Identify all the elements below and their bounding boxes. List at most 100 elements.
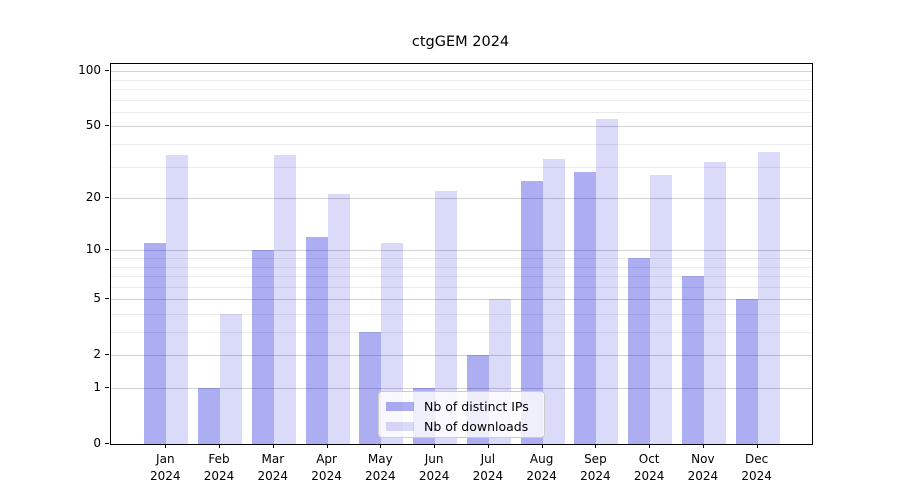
bar-downloads-oct (650, 174, 673, 444)
major-gridline (111, 388, 812, 389)
y-tick-label: 100 (78, 63, 101, 78)
x-tick-mark (487, 444, 489, 448)
y-tick-mark (105, 125, 109, 127)
x-tick-label: Jan 2024 (135, 451, 195, 484)
bar-distinct-ips-aug (520, 180, 543, 444)
x-tick-label: Apr 2024 (297, 451, 357, 484)
x-tick-label: Sep 2024 (565, 451, 625, 484)
y-tick-label: 5 (93, 291, 101, 306)
x-tick-month: Oct (638, 452, 660, 466)
x-tick-year: 2024 (257, 468, 289, 483)
major-gridline (111, 355, 812, 357)
minor-gridline (111, 144, 812, 146)
x-tick-year: 2024 (472, 468, 504, 483)
x-tick-month: Jun (424, 452, 444, 466)
x-tick-year: 2024 (633, 468, 665, 483)
x-tick-month: Apr (316, 452, 337, 466)
minor-gridline (111, 276, 812, 278)
bar-distinct-ips-jan (144, 243, 167, 444)
x-tick-month: Nov (691, 452, 715, 466)
bar-downloads-aug (542, 159, 565, 444)
bar-downloads-apr (327, 194, 350, 444)
bar-downloads-jun (435, 190, 458, 444)
minor-gridline (111, 332, 812, 334)
legend-item-downloads: Nb of downloads (386, 417, 544, 435)
bar-downloads-jan (166, 154, 189, 444)
x-tick-label: Oct 2024 (619, 451, 679, 484)
x-tick-year: 2024 (150, 468, 181, 483)
legend-swatch-distinct-ips (386, 401, 414, 411)
legend-label-downloads: Nb of downloads (424, 418, 529, 434)
y-tick-mark (105, 249, 109, 251)
y-tick-label: 1 (93, 380, 101, 394)
bar-distinct-ips-dec (735, 299, 758, 444)
bar-distinct-ips-apr (305, 236, 328, 444)
bar-distinct-ips-sep (574, 172, 597, 444)
x-tick-mark (380, 444, 382, 448)
y-tick-mark (105, 197, 109, 199)
legend-item-distinct-ips: Nb of distinct IPs (386, 397, 544, 415)
y-tick-label: 2 (93, 347, 101, 362)
y-tick-label: 0 (93, 436, 101, 450)
y-tick-label: 20 (85, 190, 101, 205)
x-tick-label: May 2024 (350, 451, 410, 484)
x-tick-year: 2024 (687, 468, 719, 483)
x-tick-month: Jul (480, 452, 496, 466)
x-tick-label: Mar 2024 (243, 451, 303, 484)
minor-gridline (111, 266, 812, 268)
x-tick-month: Sep (584, 452, 607, 466)
major-gridline (111, 71, 812, 73)
bar-downloads-sep (596, 118, 619, 444)
x-tick-year: 2024 (365, 468, 396, 483)
bar-downloads-nov (703, 161, 726, 444)
x-tick-year: 2024 (311, 468, 342, 483)
x-tick-mark (541, 444, 543, 448)
bar-distinct-ips-mar (251, 250, 274, 444)
bar-distinct-ips-oct (628, 258, 651, 444)
plot-area (110, 63, 813, 445)
minor-gridline (111, 286, 812, 288)
x-tick-year: 2024 (418, 468, 450, 483)
y-tick-mark (105, 443, 109, 444)
y-tick-mark (105, 70, 109, 72)
x-tick-mark (219, 444, 221, 448)
x-tick-month: Aug (529, 452, 554, 466)
x-tick-mark (272, 444, 274, 448)
x-tick-year: 2024 (580, 468, 611, 483)
x-tick-mark (702, 444, 704, 448)
y-tick-mark (105, 298, 109, 300)
y-tick-mark (105, 387, 109, 388)
major-gridline (111, 299, 812, 301)
bar-distinct-ips-may (359, 332, 382, 444)
bar-distinct-ips-feb (198, 388, 221, 444)
x-tick-year: 2024 (741, 468, 772, 483)
major-gridline (111, 126, 812, 128)
major-gridline (111, 250, 812, 252)
legend-label-distinct-ips: Nb of distinct IPs (424, 398, 529, 414)
chart-title: ctgGEM 2024 (411, 34, 510, 50)
x-tick-month: Dec (745, 452, 769, 466)
y-tick-label: 50 (85, 118, 101, 133)
x-tick-mark (326, 444, 328, 448)
x-tick-label: Dec 2024 (727, 451, 787, 484)
bar-downloads-feb (220, 314, 243, 444)
y-tick-mark (105, 354, 109, 356)
minor-gridline (111, 99, 812, 101)
minor-gridline (111, 313, 812, 315)
minor-gridline (111, 166, 812, 168)
x-tick-mark (649, 444, 651, 448)
x-tick-month: Mar (261, 452, 285, 466)
x-tick-month: May (367, 452, 393, 466)
x-tick-year: 2024 (526, 468, 557, 483)
minor-gridline (111, 111, 812, 113)
minor-gridline (111, 79, 812, 81)
minor-gridline (111, 258, 812, 259)
legend-swatch-downloads (386, 421, 414, 431)
bar-downloads-mar (273, 154, 296, 444)
x-tick-month: Feb (208, 452, 230, 466)
legend: Nb of distinct IPs Nb of downloads (378, 391, 545, 438)
x-tick-month: Jan (156, 452, 175, 466)
x-tick-mark (595, 444, 597, 448)
x-tick-mark (434, 444, 436, 448)
